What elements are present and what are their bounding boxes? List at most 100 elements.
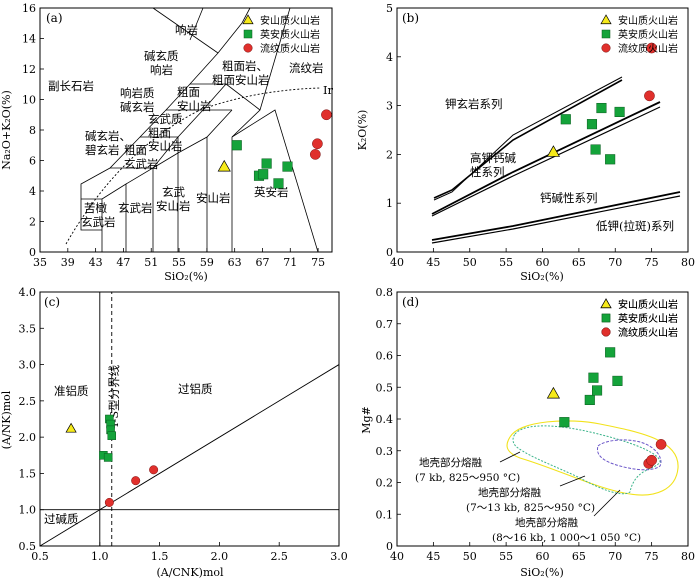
- panel-d-ylabel: Mg#: [360, 406, 373, 434]
- x-tick-label: 1.0: [91, 550, 109, 563]
- panel-c-label: (c): [44, 295, 60, 309]
- panel-d-points: [546, 347, 667, 469]
- dacite-point: [560, 114, 571, 125]
- field-label: 流纹岩: [289, 61, 324, 75]
- field-label: 碧玄岩: [85, 143, 120, 157]
- y-tick-label: 0.7: [376, 318, 394, 331]
- x-tick-label: 55: [172, 256, 186, 269]
- panel-b-label: (b): [402, 11, 419, 25]
- rhyolite-point: [646, 454, 657, 466]
- x-tick-label: 51: [144, 256, 158, 269]
- y-tick-label: 14: [22, 33, 36, 46]
- y-tick-label: 0.1: [376, 508, 394, 521]
- field-label: 粗面安山岩: [212, 73, 270, 87]
- x-tick-label: 65: [572, 256, 586, 269]
- dacite-point: [103, 453, 113, 462]
- panel-a-ticks: 35 39 43 47 51 55 59 63 67 71 75 0 2 4 6 8 10 12 14 16: [22, 2, 325, 269]
- y-tick-label: 0.3: [376, 445, 394, 458]
- melt-annotation: (8～16 kb, 1 000～1 050 °C): [492, 532, 641, 544]
- y-tick-label: 0.5: [376, 381, 394, 394]
- annotation-leaders: [499, 451, 621, 517]
- andesite-point: [600, 14, 612, 25]
- x-tick-label: 71: [283, 256, 297, 269]
- x-tick-label: 3.0: [330, 550, 348, 563]
- y-tick-label: 0: [29, 246, 36, 259]
- andesite-point: [217, 159, 231, 172]
- rhyolite-point: [644, 90, 655, 102]
- legend-label: 安山质火山岩: [618, 298, 678, 311]
- dacite-point: [258, 169, 269, 180]
- dacite-point: [584, 394, 595, 405]
- melt-field-7-13kb: [596, 439, 662, 471]
- x-tick-label: 35: [33, 256, 47, 269]
- field-label: 苦橄: [84, 201, 107, 215]
- rhyolite-point: [149, 465, 159, 475]
- andesite-point: [546, 145, 561, 157]
- field-label: 响岩: [175, 23, 198, 37]
- dacite-point: [605, 347, 616, 358]
- field-label: 安山岩: [196, 191, 231, 205]
- x-tick-label: 55: [499, 550, 513, 563]
- series-label: 高钾钙碱: [470, 151, 516, 165]
- melt-annotation: (7～13 kb, 825～950 °C): [466, 502, 595, 514]
- legend-label: 安山质火山岩: [618, 14, 678, 27]
- field-label: 准铝质: [54, 384, 89, 398]
- field-label: 响岩质: [120, 86, 155, 100]
- rhyolite-point: [312, 138, 323, 150]
- x-tick-label: 75: [645, 550, 659, 563]
- field-label: 玄武质: [148, 112, 183, 126]
- panel-b-xlabel: SiO₂(%): [520, 270, 564, 283]
- x-tick-label: 63: [228, 256, 242, 269]
- dacite-point: [601, 313, 611, 323]
- y-tick-label: 12: [22, 63, 36, 76]
- x-tick-label: 55: [499, 256, 513, 269]
- field-label: 碱玄质: [144, 49, 179, 63]
- andesite-point: [242, 14, 254, 25]
- melt-field-8-16kb: [506, 420, 679, 496]
- legend-label: 流纹质火山岩: [618, 326, 678, 339]
- dacite-point: [592, 385, 603, 396]
- panel-c-ylabel: (A/NK)mol: [0, 390, 13, 449]
- panel-d-label: (d): [402, 295, 419, 309]
- rhyolite-point: [321, 109, 332, 121]
- y-tick-label: 2: [386, 148, 393, 161]
- is-line-label: I-S型分界线: [107, 364, 121, 427]
- y-tick-label: 4: [386, 51, 393, 64]
- field-label: 玄武岩: [118, 201, 153, 215]
- x-tick-label: 40: [390, 256, 404, 269]
- andesite-point: [600, 298, 612, 309]
- x-tick-label: 67: [255, 256, 269, 269]
- panel-a: (a) 35 39 43 47 51 55 59 63 67 71 750246810121416 …: [0, 2, 334, 283]
- y-tick-label: 4.0: [19, 286, 37, 299]
- dacite-point: [107, 431, 117, 440]
- dacite-point: [605, 154, 616, 165]
- andesite-point: [65, 422, 77, 433]
- x-tick-label: 2.5: [270, 550, 288, 563]
- andesite-point: [546, 386, 561, 399]
- x-tick-label: 0.5: [31, 550, 49, 563]
- dacite-point: [559, 417, 570, 428]
- x-tick-label: 40: [390, 550, 404, 563]
- dacite-point: [590, 144, 601, 155]
- field-label: 玄武岩: [81, 215, 116, 229]
- dacite-point: [596, 102, 607, 114]
- x-tick-label: 2.0: [211, 550, 229, 563]
- panel-b-ylabel: K₂O(%): [356, 110, 369, 151]
- legend-label: 流纹质火山岩: [618, 326, 678, 339]
- x-tick-label: 75: [311, 256, 325, 269]
- melt-annotation: 地壳部分熔融: [515, 516, 578, 529]
- rhyolite-point: [309, 149, 321, 160]
- panel-a-xlabel: SiO₂(%): [164, 270, 208, 283]
- y-tick-label: 2.0: [19, 431, 37, 444]
- dacite-point: [282, 161, 293, 172]
- legend-label: 安山质火山岩: [260, 14, 320, 27]
- field-label: Ir: [323, 83, 334, 97]
- x-tick-label: 80: [681, 256, 695, 269]
- series-label: 钙碱性系列: [540, 191, 598, 205]
- melt-annotation: 地壳部分熔融: [419, 456, 482, 469]
- y-tick-label: 16: [22, 2, 36, 15]
